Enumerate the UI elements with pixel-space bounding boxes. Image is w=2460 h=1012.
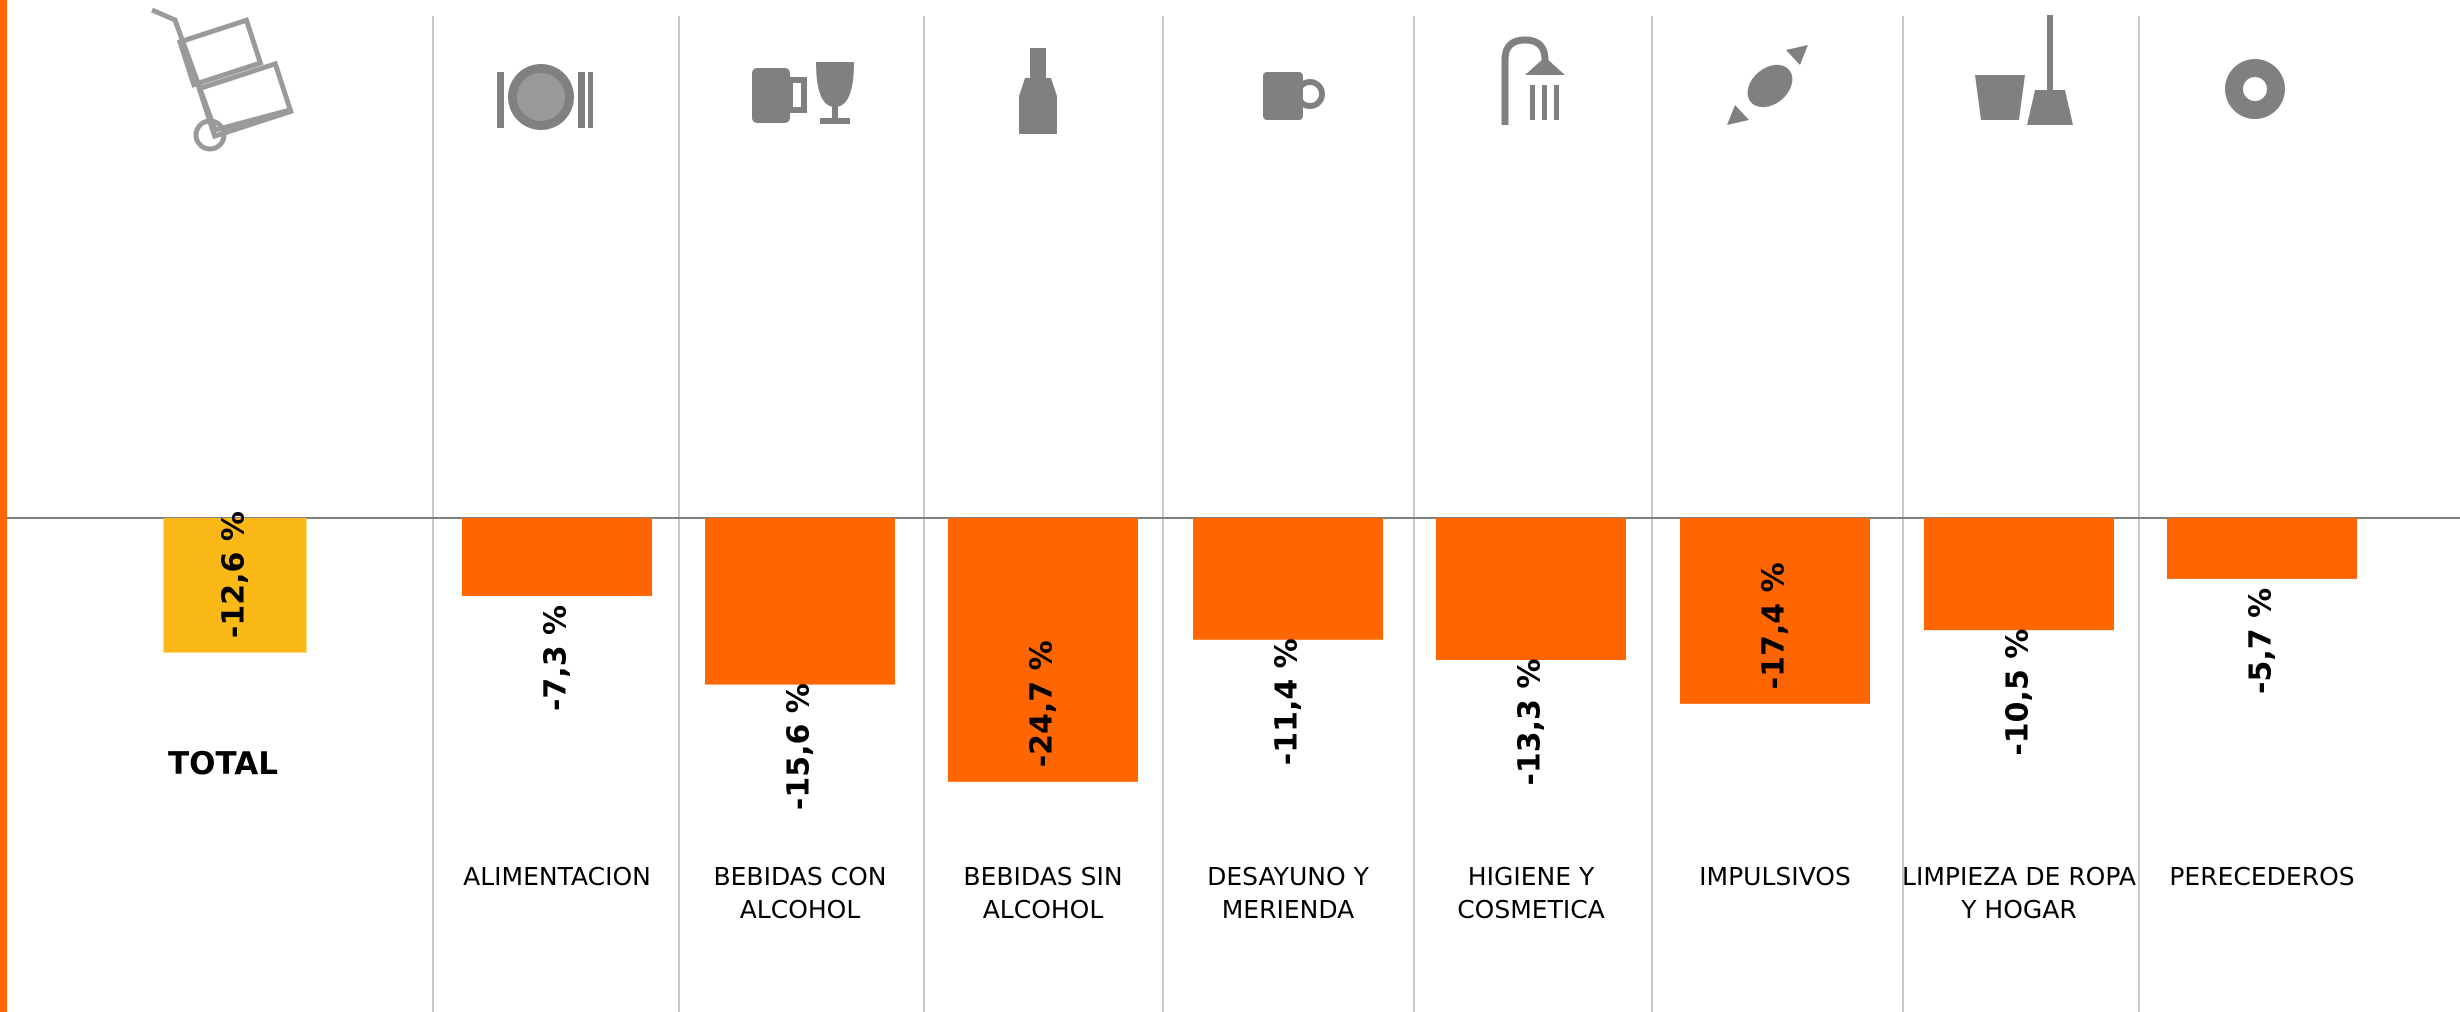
bar (948, 518, 1138, 782)
bar (2167, 518, 2357, 579)
value-label: -10,5 % (2001, 629, 2036, 756)
shower-icon (1501, 36, 1565, 125)
bar (1193, 518, 1383, 640)
category-label: BEBIDAS SIN ALCOHOL (963, 862, 1123, 924)
total-label: TOTAL (168, 746, 278, 782)
bar (163, 518, 307, 653)
value-label: -7,3 % (539, 605, 574, 711)
bar (705, 518, 895, 685)
bar (1436, 518, 1626, 661)
left-border (0, 0, 7, 1012)
icons (151, 7, 2285, 152)
candy-icon (1727, 45, 1808, 125)
value-label: -11,4 % (1270, 638, 1305, 765)
category-label: HIGIENE Y COSMETICA (1457, 862, 1605, 924)
category-label: DESAYUNO Y MERIENDA (1207, 862, 1369, 924)
value-label: -17,4 % (1757, 562, 1792, 689)
category-label: LIMPIEZA DE ROPA Y HOGAR (1902, 862, 2136, 924)
bar (462, 518, 652, 596)
category-label: BEBIDAS CON ALCOHOL (713, 862, 887, 924)
value-label: -15,6 % (782, 683, 817, 810)
alcohol-icon (752, 62, 854, 124)
cleaning-icon (1975, 15, 2073, 125)
bar (1680, 518, 1870, 704)
category-label: PERECEDEROS (2169, 862, 2355, 891)
bottle-icon (1019, 48, 1057, 134)
value-label: -5,7 % (2244, 588, 2279, 694)
column-dividers (432, 16, 2140, 1012)
bar (1924, 518, 2114, 631)
category-label: IMPULSIVOS (1699, 862, 1851, 891)
food-icon (497, 64, 593, 130)
snowflake-icon (2225, 59, 2285, 119)
value-label: -24,7 % (1025, 640, 1060, 767)
cart-icon (151, 7, 294, 152)
category-label: ALIMENTACION (463, 862, 651, 891)
value-label: -13,3 % (1513, 659, 1548, 786)
value-label: -12,6 % (217, 511, 252, 638)
cup-icon (1263, 72, 1325, 120)
